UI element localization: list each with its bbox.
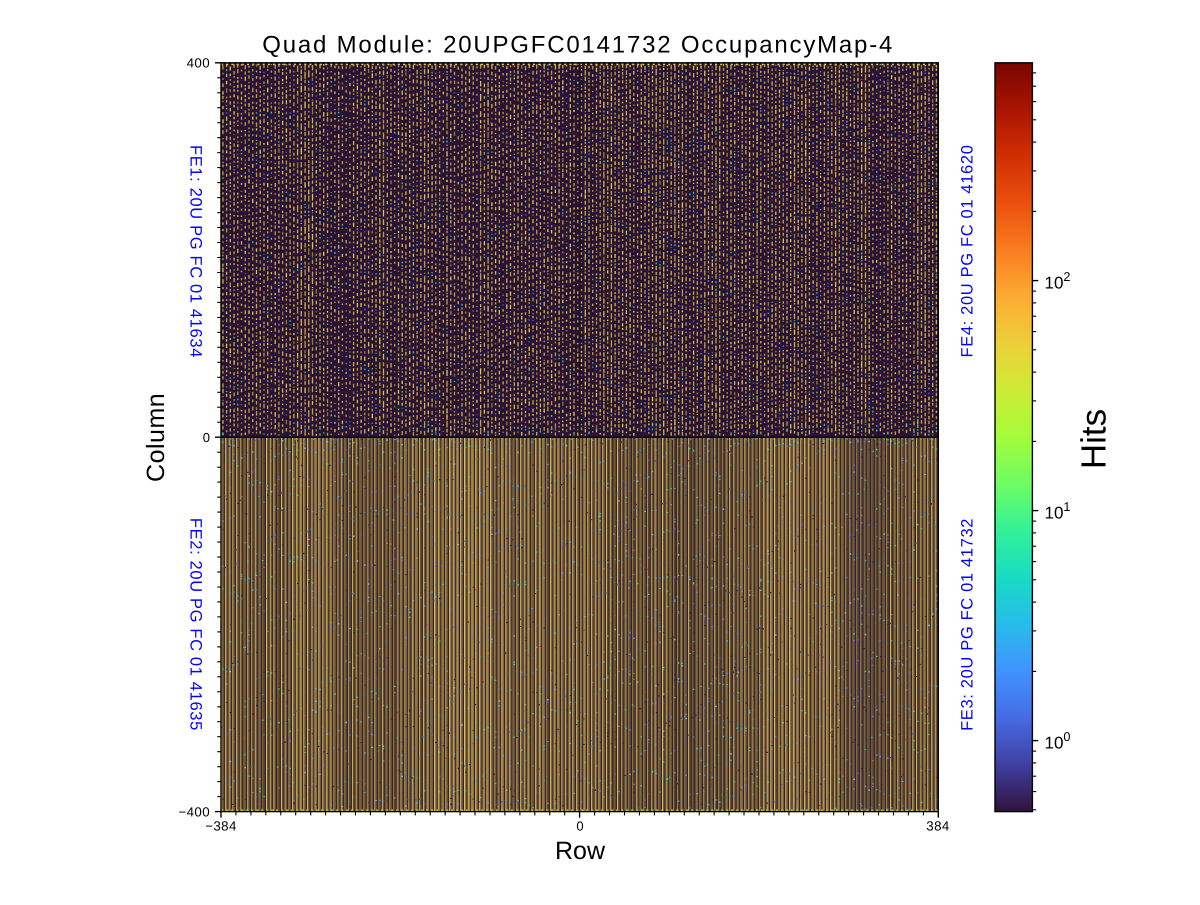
svg-text:400: 400	[187, 56, 210, 71]
svg-text:−400: −400	[178, 804, 210, 819]
svg-text:−384: −384	[205, 819, 237, 834]
svg-text:Row: Row	[555, 837, 606, 865]
svg-text:Column: Column	[142, 393, 170, 482]
svg-text:Hits: Hits	[1075, 409, 1114, 469]
svg-text:0: 0	[203, 430, 210, 445]
svg-text:FE1: 20U PG FC 01 41634: FE1: 20U PG FC 01 41634	[187, 145, 205, 358]
svg-text:FE4: 20U PG FC 01 41620: FE4: 20U PG FC 01 41620	[959, 144, 977, 357]
svg-text:FE3: 20U PG FC 01 41732: FE3: 20U PG FC 01 41732	[959, 518, 977, 731]
svg-text:FE2: 20U PG FC 01 41635: FE2: 20U PG FC 01 41635	[187, 518, 205, 731]
svg-text:384: 384	[926, 819, 949, 834]
svg-text:Quad Module: 20UPGFC0141732 Oc: Quad Module: 20UPGFC0141732 OccupancyMap…	[262, 31, 894, 58]
svg-text:0: 0	[576, 819, 583, 834]
